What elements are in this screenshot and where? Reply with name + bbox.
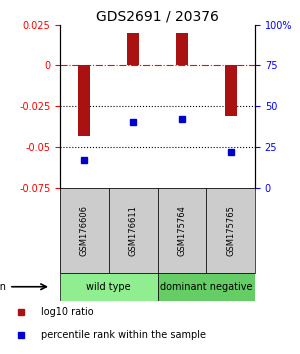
Text: log10 ratio: log10 ratio [41,307,94,318]
Text: GSM175765: GSM175765 [226,205,235,256]
Bar [127,33,139,65]
Bar [176,33,188,65]
Bar [78,65,91,136]
Bar [224,65,237,116]
Bar [109,188,158,273]
Bar [206,188,255,273]
Text: strain: strain [0,282,6,292]
Bar [158,188,206,273]
Bar [158,273,255,301]
Text: percentile rank within the sample: percentile rank within the sample [41,330,206,341]
Text: GSM175764: GSM175764 [177,205,186,256]
Text: wild type: wild type [86,282,131,292]
Text: GSM176606: GSM176606 [80,205,89,256]
Text: GSM176611: GSM176611 [129,205,138,256]
Text: dominant negative: dominant negative [160,282,253,292]
Title: GDS2691 / 20376: GDS2691 / 20376 [96,10,219,24]
Bar [60,273,158,301]
Bar [60,188,109,273]
